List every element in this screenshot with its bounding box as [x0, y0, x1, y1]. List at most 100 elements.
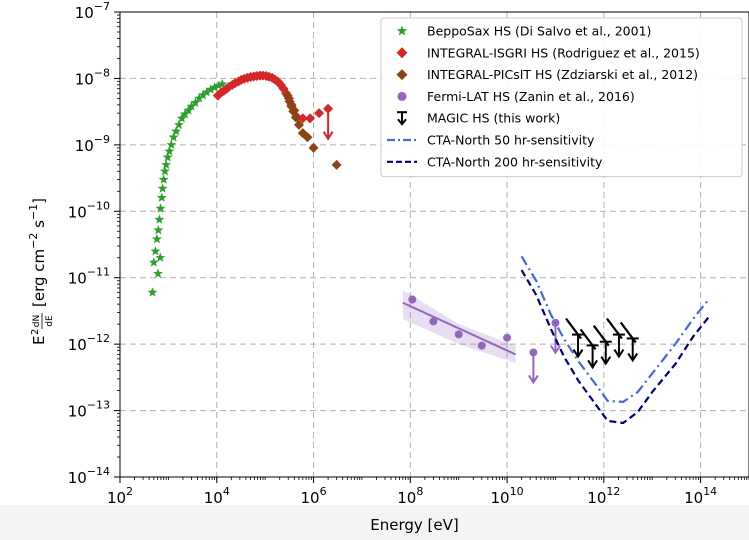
y-tick-label: 10−10: [68, 199, 110, 221]
data-point: [477, 341, 486, 350]
data-point: [153, 224, 164, 235]
upper-limit-arrow: [322, 108, 334, 141]
y-tick-label: 10−7: [75, 0, 110, 22]
upper-limit-arrow: [626, 337, 639, 363]
sensitivity-curve: [520, 255, 710, 404]
y-tick-label: 10−8: [75, 66, 110, 88]
data-point: [408, 295, 417, 304]
data-point: [164, 146, 175, 156]
legend-star-marker: [396, 25, 408, 36]
data-point: [160, 166, 170, 176]
series-0: [147, 78, 228, 297]
data-point: [156, 192, 167, 202]
data-point: [314, 108, 325, 119]
data-point: [305, 113, 316, 124]
data-point: [213, 80, 224, 90]
data-point: [194, 93, 204, 103]
legend-entry: MAGIC HS (this work): [397, 111, 560, 126]
data-point: [331, 159, 342, 170]
legend-label: CTA-North 200 hr-sensitivity: [427, 154, 603, 169]
data-point: [151, 234, 162, 244]
legend-diamond-marker: [396, 69, 408, 81]
legend-label: BeppoSax HS (Di Salvo et al., 2001): [427, 24, 651, 39]
upper-limit-head: [572, 349, 584, 359]
series-6: [520, 269, 710, 425]
data-point: [290, 112, 301, 123]
y-tick-label: 10−14: [68, 465, 110, 487]
legend-label: Fermi-LAT HS (Zanin et al., 2016): [427, 89, 635, 104]
data-point: [201, 87, 212, 97]
data-point: [180, 108, 190, 119]
upper-limit-arrow: [586, 344, 599, 370]
data-point: [183, 105, 194, 115]
upper-limit-head: [587, 359, 598, 370]
legend-entry: CTA-North 200 hr-sensitivity: [387, 154, 603, 169]
series-2: [282, 90, 342, 170]
y-tick-label: 10−13: [68, 399, 110, 421]
y-tick-label: 10−11: [68, 266, 110, 288]
upper-limit-arrow: [528, 352, 539, 385]
data-point: [217, 78, 228, 89]
upper-limit-arrow: [599, 340, 612, 366]
data-point: [186, 101, 197, 111]
upper-limit-head: [528, 374, 539, 385]
data-point: [155, 203, 166, 213]
data-point: [176, 113, 187, 123]
x-tick-label: 102: [107, 485, 133, 507]
series-3: [402, 295, 560, 357]
legend-ul-head: [397, 118, 407, 126]
data-point: [148, 257, 159, 267]
x-tick-label: 104: [204, 485, 230, 507]
data-point: [147, 287, 158, 297]
data-point: [429, 317, 438, 326]
data-point: [162, 152, 173, 162]
legend-diamond-marker: [396, 47, 408, 59]
data-point: [205, 84, 216, 94]
x-tick-label: 1012: [587, 485, 620, 507]
legend: BeppoSax HS (Di Salvo et al., 2001) INTEG…: [380, 17, 743, 178]
upper-limit-head: [627, 352, 639, 363]
series-5: [520, 255, 710, 404]
data-point: [161, 159, 172, 170]
upper-limit-arrow: [550, 322, 561, 355]
data-point: [293, 119, 304, 130]
x-tick-label: 106: [300, 485, 326, 507]
legend-entry: CTA-North 50 hr-sensitivity: [387, 133, 595, 148]
data-point: [190, 97, 201, 107]
x-tick-label: 1010: [491, 485, 524, 507]
x-tick-label: 1014: [684, 485, 717, 507]
bottom-strip: [0, 505, 749, 540]
data-point: [150, 246, 161, 256]
data-point: [173, 119, 184, 130]
sensitivity-curve: [520, 269, 710, 425]
data-point: [166, 139, 177, 150]
y-axis-title-sup: 2: [30, 329, 41, 335]
legend-entry: BeppoSax HS (Di Salvo et al., 2001): [396, 24, 651, 39]
data-point: [297, 113, 308, 124]
x-axis-title: Energy [eV]: [370, 516, 458, 534]
legend-label: INTEGRAL-ISGRI HS (Rodriguez et al., 201…: [427, 45, 700, 60]
data-point: [155, 252, 166, 262]
data-point: [158, 174, 169, 184]
upper-limit-head: [550, 345, 561, 355]
x-tick-label: 108: [397, 485, 423, 507]
upper-limit-arrow: [572, 333, 585, 359]
data-point: [154, 214, 165, 224]
y-axis-title-prefix: E: [30, 336, 48, 345]
data-point: [153, 268, 163, 278]
y-tick-label: 10−9: [75, 133, 110, 155]
upper-limit-head: [600, 356, 612, 366]
axes-frame: [119, 11, 749, 478]
legend-box: [380, 17, 743, 178]
legend-label: CTA-North 50 hr-sensitivity: [427, 133, 595, 148]
legend-label: INTEGRAL-PICsIT HS (Zdziarski et al., 20…: [427, 67, 698, 82]
fermi-confidence-band: [402, 290, 516, 363]
upper-limit-head: [613, 349, 625, 359]
data-point: [308, 142, 319, 153]
y-axis-title-frac-num: dN: [32, 315, 42, 327]
data-point: [503, 333, 512, 342]
upper-limit-arrow: [612, 333, 625, 359]
data-point: [171, 126, 182, 136]
fermi-fit-line: [402, 301, 517, 356]
